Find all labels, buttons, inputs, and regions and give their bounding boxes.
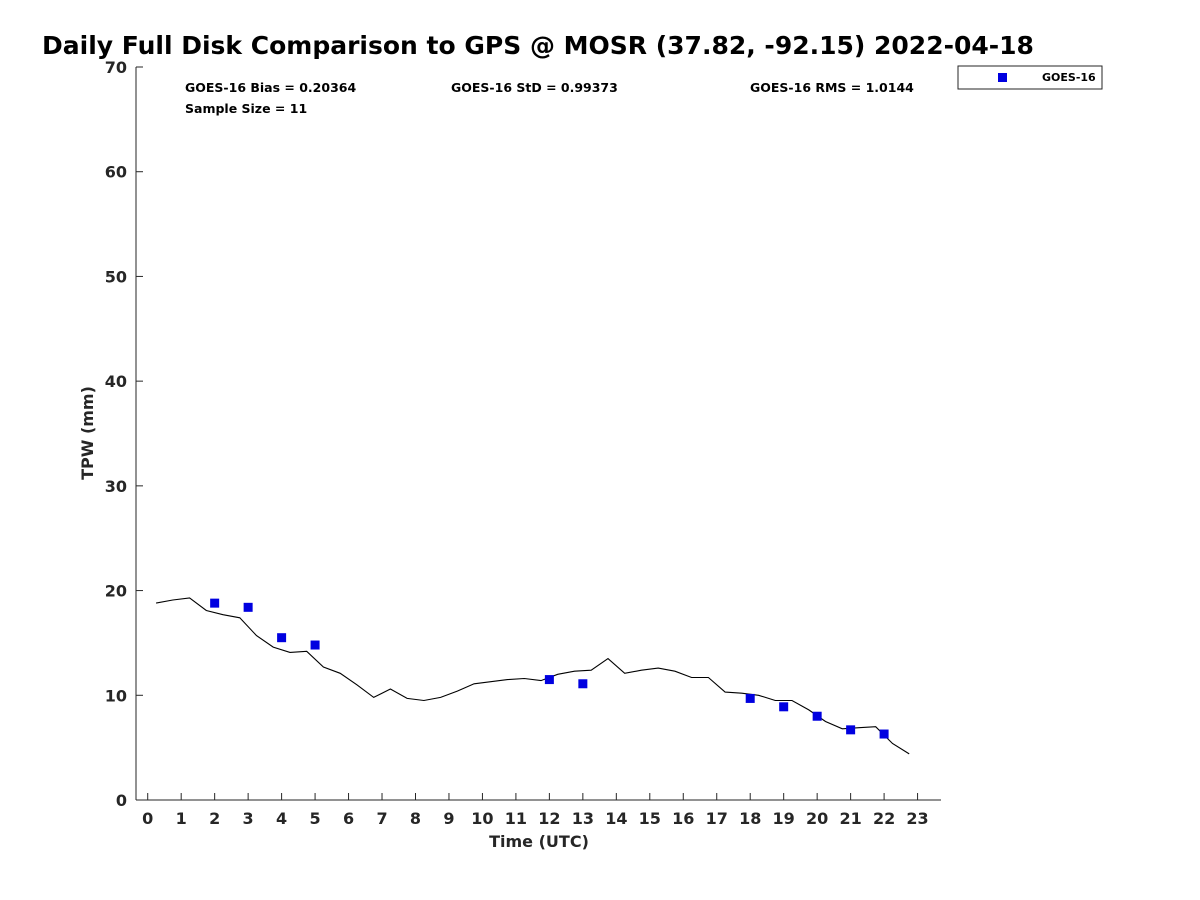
legend-marker-goes16 [998,73,1007,82]
x-tick-label: 14 [605,809,627,828]
y-axis-label: TPW (mm) [78,386,97,480]
x-tick-label: 0 [142,809,153,828]
goes16-point [210,598,220,608]
legend: GOES-16 [957,65,1103,90]
goes16-point [277,633,287,643]
goes16-point [544,675,554,685]
goes16-point [779,702,789,712]
goes16-point [310,640,320,650]
x-tick-label: 13 [572,809,594,828]
chart-title: Daily Full Disk Comparison to GPS @ MOSR… [42,31,1034,60]
y-tick-label: 10 [105,686,127,705]
x-tick-label: 5 [310,809,321,828]
y-tick-label: 0 [116,791,127,810]
series-layer [155,597,910,755]
x-tick-label: 9 [443,809,454,828]
x-tick-label: 10 [471,809,493,828]
x-tick-label: 18 [739,809,761,828]
x-tick-label: 8 [410,809,421,828]
x-tick-label: 7 [376,809,387,828]
x-tick-label: 16 [672,809,694,828]
x-tick-label: 6 [343,809,354,828]
plot-axes [135,67,941,801]
legend-box [957,65,1103,90]
x-tick-label: 15 [639,809,661,828]
gps-tpw-line [155,597,910,755]
x-axis-label: Time (UTC) [489,832,589,851]
std-annotation: GOES-16 StD = 0.99373 [451,80,618,95]
x-tick-label: 1 [176,809,187,828]
x-tick-label: 3 [243,809,254,828]
goes16-point [243,602,253,612]
stats-annotations: GOES-16 Bias = 0.20364 GOES-16 StD = 0.9… [185,80,914,116]
x-tick-label: 20 [806,809,828,828]
sample-size-annotation: Sample Size = 11 [185,101,307,116]
goes16-point [578,679,588,689]
x-tick-label: 12 [538,809,560,828]
goes16-point [745,693,755,703]
y-axis-ticks: 0 10 20 30 40 50 60 70 [105,58,143,810]
y-tick-label: 30 [105,477,127,496]
x-tick-label: 22 [873,809,895,828]
x-tick-label: 4 [276,809,287,828]
goes16-point [879,729,889,739]
y-tick-label: 70 [105,58,127,77]
y-tick-label: 20 [105,582,127,601]
x-tick-label: 21 [839,809,861,828]
x-tick-label: 11 [505,809,527,828]
bias-annotation: GOES-16 Bias = 0.20364 [185,80,356,95]
x-tick-label: 23 [906,809,928,828]
goes16-point [812,711,822,721]
x-tick-label: 19 [773,809,795,828]
x-axis-ticks: 0 1 2 3 4 5 6 7 8 9 10 11 12 13 14 15 16 17 18 19 20 21 22 23 [142,793,929,828]
x-tick-label: 17 [706,809,728,828]
y-tick-label: 40 [105,372,127,391]
legend-label-goes16: GOES-16 [1042,71,1096,84]
y-tick-label: 60 [105,163,127,182]
rms-annotation: GOES-16 RMS = 1.0144 [750,80,914,95]
y-tick-label: 50 [105,267,127,286]
x-tick-label: 2 [209,809,220,828]
goes16-point [846,725,856,735]
